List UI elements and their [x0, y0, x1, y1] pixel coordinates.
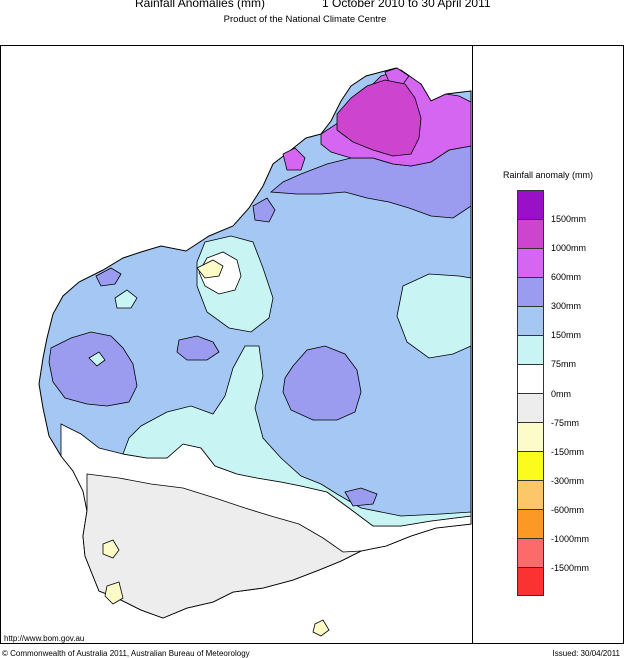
- legend-swatch: [517, 335, 544, 364]
- map-band-75-spot-1: [114, 289, 138, 309]
- legend-label: 75mm: [551, 359, 577, 370]
- legend-swatch: [517, 306, 544, 335]
- legend-swatch: [517, 219, 544, 248]
- map-band-300-spot-4: [252, 197, 276, 223]
- legend-swatch: [517, 567, 544, 596]
- map-band-300-spot-1: [176, 335, 220, 361]
- legend-title: Rainfall anomaly (mm): [502, 170, 594, 180]
- legend-label: 600mm: [551, 272, 582, 283]
- footer-copyright: © Commonwealth of Australia 2011, Austra…: [2, 649, 250, 658]
- legend-swatch: [517, 538, 544, 567]
- footer-url-link[interactable]: http://www.bom.gov.au: [4, 634, 85, 643]
- map-subtitle: Product of the National Climate Centre: [223, 14, 387, 25]
- map-band-300-spot-3: [95, 267, 122, 287]
- map-band-75-east: [396, 273, 472, 359]
- legend-colorbar: [517, 190, 544, 596]
- map-spot-negative-south-2: [104, 581, 124, 605]
- map-frame: [0, 45, 624, 644]
- map-title: Rainfall Anomalies (mm): [135, 0, 266, 10]
- legend-label: -1500mm: [551, 563, 590, 574]
- map-title-row: Rainfall Anomalies (mm) 1 October 2010 t…: [0, 0, 626, 10]
- legend-label: 1000mm: [551, 243, 587, 254]
- map-period: 1 October 2010 to 30 April 2011: [322, 0, 491, 10]
- map-spot-negative-south-3: [312, 619, 330, 637]
- map-band-600-spot-1: [282, 147, 306, 171]
- map-band-300-centre: [282, 345, 362, 421]
- legend-swatch: [517, 422, 544, 451]
- rainfall-anomaly-map: [38, 67, 472, 637]
- legend-swatch: [517, 364, 544, 393]
- map-band-75-spot-2: [88, 351, 106, 367]
- legend-swatch: [517, 190, 544, 219]
- legend-swatch: [517, 248, 544, 277]
- map-band-300-west: [48, 331, 138, 407]
- legend-label: 0mm: [551, 388, 571, 399]
- legend-label: 1500mm: [551, 214, 587, 224]
- map-band-1000-north: [336, 79, 422, 157]
- legend-label: 150mm: [551, 330, 582, 341]
- legend-label: 300mm: [551, 301, 582, 312]
- map-band-negative: [82, 473, 362, 619]
- legend-label: -600mm: [551, 504, 585, 515]
- legend-label: -1000mm: [551, 534, 590, 545]
- legend-labels: 1500mm 1000mm 600mm 300mm 150mm 75mm 0mm…: [551, 212, 589, 590]
- map-spot-negative: [196, 259, 224, 279]
- map-spot-negative-south-1: [102, 539, 120, 559]
- footer-issued-date: Issued: 30/04/2011: [552, 649, 620, 658]
- map-band-300-spot-2: [344, 487, 378, 507]
- legend-swatch: [517, 277, 544, 306]
- map-band-75-west: [122, 345, 472, 527]
- legend-swatch: [517, 393, 544, 422]
- legend-divider: [472, 45, 473, 644]
- legend-label: -300mm: [551, 475, 585, 486]
- legend-label: -75mm: [551, 417, 580, 428]
- legend-swatch: [517, 451, 544, 480]
- legend-label: -150mm: [551, 446, 585, 457]
- legend-swatch: [517, 509, 544, 538]
- legend-swatch: [517, 480, 544, 509]
